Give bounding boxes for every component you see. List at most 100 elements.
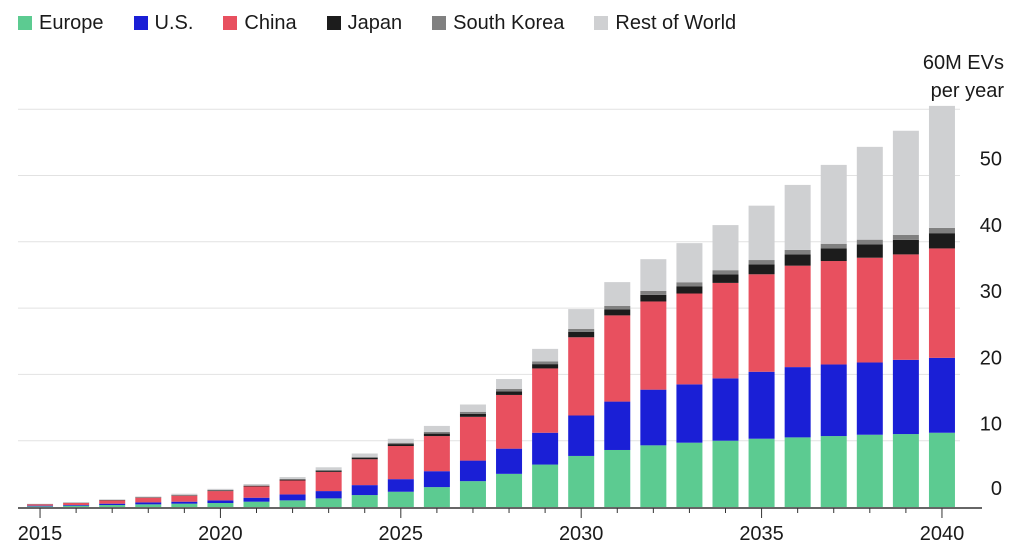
bar-u-s-2037 <box>820 364 847 437</box>
bar-south-korea-2029 <box>532 361 559 365</box>
bar-china-2022 <box>279 480 306 495</box>
bar-u-s-2030 <box>568 415 595 456</box>
x-tick-label: 2040 <box>920 523 965 545</box>
bar-rest-of-world-2037 <box>820 164 847 244</box>
bar-europe-2027 <box>459 481 486 507</box>
bar-u-s-2035 <box>748 371 775 439</box>
bar-china-2023 <box>315 471 342 492</box>
bar-rest-of-world-2021 <box>243 483 270 486</box>
bar-china-2026 <box>423 436 450 472</box>
y-tick-label: 20 <box>980 347 1002 369</box>
bar-rest-of-world-2033 <box>676 243 703 283</box>
bar-europe-2026 <box>423 487 450 507</box>
legend-swatch <box>326 16 341 30</box>
bar-europe-2017 <box>99 505 126 507</box>
bar-u-s-2040 <box>928 357 955 433</box>
legend-swatch <box>223 16 238 30</box>
bar-china-2030 <box>568 337 595 416</box>
legend-item-europe: Europe <box>18 12 104 35</box>
legend-label: South Korea <box>453 11 565 34</box>
bar-u-s-2039 <box>892 359 919 435</box>
bar-europe-2033 <box>676 442 703 507</box>
bar-europe-2022 <box>279 500 306 507</box>
bar-south-korea-2025 <box>387 442 414 445</box>
bar-rest-of-world-2030 <box>568 309 595 329</box>
bar-rest-of-world-2023 <box>315 467 342 470</box>
bar-japan-2024 <box>351 457 378 460</box>
bar-china-2037 <box>820 261 847 365</box>
bar-south-korea-2038 <box>856 239 883 245</box>
legend-label: Rest of World <box>615 11 737 34</box>
bar-china-2029 <box>532 368 559 433</box>
legend-item-china: China <box>223 11 297 35</box>
legend-label: U.S. <box>154 11 194 34</box>
bar-japan-2037 <box>820 248 847 262</box>
bar-china-2017 <box>99 500 126 504</box>
bar-south-korea-2028 <box>496 388 523 392</box>
bar-u-s-2027 <box>459 460 486 482</box>
bar-europe-2036 <box>784 437 811 507</box>
bar-japan-2020 <box>207 490 234 492</box>
bar-south-korea-2032 <box>640 290 667 295</box>
bar-europe-2024 <box>351 495 378 507</box>
bar-south-korea-2040 <box>928 227 955 234</box>
y-tick-label: 30 <box>980 281 1002 303</box>
bar-u-s-2032 <box>640 389 667 446</box>
bar-china-2018 <box>135 497 162 503</box>
bar-europe-2035 <box>748 438 775 507</box>
bar-rest-of-world-2034 <box>712 225 739 271</box>
legend-item-japan: Japan <box>326 11 403 35</box>
x-tick-label: 2035 <box>739 523 784 545</box>
bar-europe-2020 <box>207 503 234 507</box>
legend-swatch <box>18 16 32 30</box>
bar-japan-2027 <box>459 413 486 417</box>
legend-item-u-s: U.S. <box>133 11 194 35</box>
bar-u-s-2021 <box>243 497 270 502</box>
bar-rest-of-world-2029 <box>532 348 559 362</box>
bar-china-2015 <box>27 504 54 506</box>
bar-china-2040 <box>928 248 955 358</box>
bar-europe-2038 <box>856 434 883 507</box>
bar-rest-of-world-2040 <box>928 105 955 228</box>
bar-rest-of-world-2026 <box>423 425 450 432</box>
bar-u-s-2025 <box>387 479 414 492</box>
bar-china-2025 <box>387 446 414 480</box>
bar-rest-of-world-2031 <box>604 282 631 306</box>
bar-japan-2031 <box>604 309 631 316</box>
bar-europe-2028 <box>496 473 523 507</box>
bar-china-2034 <box>712 282 739 379</box>
bar-china-2028 <box>496 394 523 449</box>
bar-china-2021 <box>243 486 270 498</box>
y-axis-label-line2: per year <box>930 80 1004 102</box>
bar-rest-of-world-2019 <box>171 493 198 496</box>
bar-u-s-2018 <box>135 502 162 505</box>
bar-europe-2018 <box>135 504 162 507</box>
bar-china-2035 <box>748 274 775 372</box>
legend-item-rest-of-world: Rest of World <box>594 12 736 35</box>
legend-label: Japan <box>347 11 403 34</box>
x-tick-label: 2030 <box>559 523 604 545</box>
bar-china-2032 <box>640 301 667 390</box>
x-tick-label: 2020 <box>198 523 243 545</box>
bar-south-korea-2023 <box>315 469 342 471</box>
y-tick-label: 50 <box>980 149 1002 171</box>
bar-japan-2029 <box>532 364 559 369</box>
bar-europe-2021 <box>243 501 270 507</box>
legend-label: China <box>244 11 297 34</box>
bar-europe-2037 <box>820 436 847 507</box>
bar-south-korea-2035 <box>748 260 775 265</box>
bar-europe-2029 <box>532 464 559 507</box>
bar-u-s-2023 <box>315 491 342 499</box>
bar-japan-2035 <box>748 264 775 275</box>
bar-rest-of-world-2018 <box>135 496 162 498</box>
bar-u-s-2033 <box>676 384 703 443</box>
bar-south-korea-2030 <box>568 328 595 332</box>
bar-europe-2039 <box>892 434 919 507</box>
x-tick-label: 2025 <box>379 523 424 545</box>
y-axis-label-line1: 60M EVs <box>922 52 1004 74</box>
bar-south-korea-2031 <box>604 305 631 310</box>
bar-japan-2038 <box>856 244 883 258</box>
bar-rest-of-world-2024 <box>351 453 378 457</box>
bar-china-2033 <box>676 293 703 385</box>
bar-u-s-2034 <box>712 378 739 441</box>
